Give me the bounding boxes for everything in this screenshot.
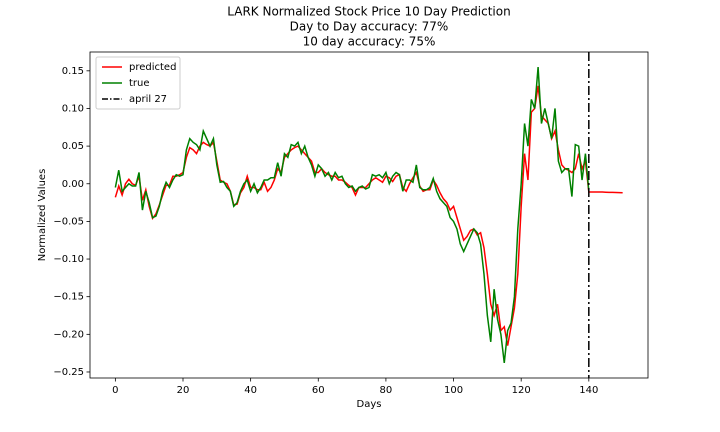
plot-area: [114, 52, 623, 378]
axes-frame: [89, 51, 649, 379]
y-tick-label: 0.15: [62, 66, 84, 77]
y-tick-label: −0.25: [53, 367, 84, 378]
x-tick-label: 100: [444, 385, 463, 396]
legend-box: [95, 56, 181, 110]
x-tick-label: 20: [177, 385, 190, 396]
chart-title: LARK Normalized Stock Price 10 Day Predi…: [227, 5, 510, 19]
series-line: [114, 66, 590, 364]
y-tick-label: 0.05: [62, 141, 84, 152]
legend-label: april 27: [129, 94, 167, 105]
x-tick-label: 140: [579, 385, 598, 396]
y-tick-label: −0.10: [53, 254, 84, 265]
y-axis-label: Normalized Values: [37, 169, 48, 262]
x-tick-label: 60: [312, 385, 325, 396]
chart-subtitle: 10 day accuracy: 75%: [303, 35, 436, 49]
x-tick-label: 120: [512, 385, 531, 396]
y-tick-label: −0.20: [53, 329, 84, 340]
series-line: [114, 85, 623, 346]
legend-label: predicted: [129, 62, 176, 73]
x-tick-label: 0: [112, 385, 118, 396]
y-tick-label: 0.10: [62, 103, 84, 114]
legend-label: true: [129, 78, 150, 89]
x-axis-label: Days: [357, 399, 382, 410]
x-tick-label: 40: [244, 385, 257, 396]
chart-subtitle: Day to Day accuracy: 77%: [290, 20, 449, 34]
y-tick-label: −0.05: [53, 216, 84, 227]
x-tick-label: 80: [380, 385, 393, 396]
y-tick-label: 0.00: [62, 179, 84, 190]
y-tick-label: −0.15: [53, 292, 84, 303]
